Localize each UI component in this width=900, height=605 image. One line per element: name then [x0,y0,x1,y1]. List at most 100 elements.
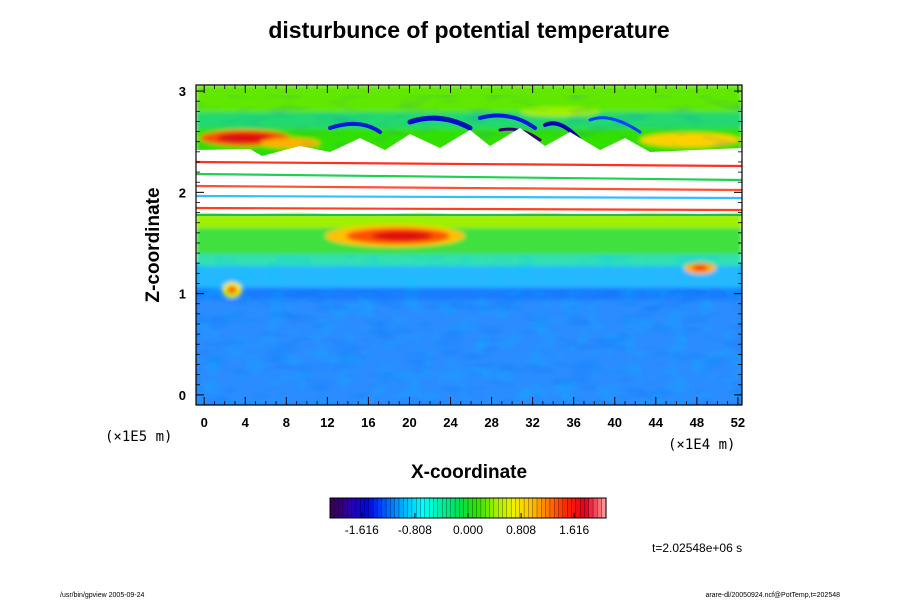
colorbar-cell [351,497,357,519]
colorbar-cell [433,497,439,519]
colorbar-cell [372,497,378,519]
colorbar-cell [377,497,383,519]
colorbar-cell [498,497,504,519]
colorbar-cell [459,497,465,519]
colorbar-cell [579,497,585,519]
x-tick-label: 40 [608,415,622,430]
colorbar-tick-label: -0.808 [398,523,432,537]
colorbar-cell [355,497,361,519]
colorbar-cell [398,497,404,519]
colorbar-cell [588,497,594,519]
colorbar-cell [584,497,590,519]
colorbar-cell [381,497,387,519]
colorbar-cell [489,497,495,519]
x-axis-ticks: 0 4 8 12 16 20 24 28 32 36 40 44 48 52 [201,85,745,430]
x-tick-label: 32 [525,415,539,430]
colorbar-cell [411,497,417,519]
colorbar-cell [416,497,422,519]
colorbar-cell [454,497,460,519]
colorbar-cell [467,497,473,519]
colorbar-cell [558,497,564,519]
x-tick-label: 28 [484,415,498,430]
colorbar-cell [597,497,603,519]
colorbar-cell [592,497,598,519]
y-scale-label: (×1E5 m) [105,429,172,445]
colorbar-cell [394,497,400,519]
x-tick-label: 4 [242,415,250,430]
colorbar-cell [424,497,430,519]
x-tick-label: 12 [320,415,334,430]
colorbar-cell [506,497,512,519]
colorbar-cell [364,497,370,519]
y-axis-ticks: 0 1 2 3 [179,84,742,406]
colorbar-cell [437,497,443,519]
colorbar-cell [446,497,452,519]
colorbar-cell [441,497,447,519]
footer-right: arare-dl/20050924.ncf@PotTemp,t=202548 [705,592,840,599]
colorbar-cell [368,497,374,519]
colorbar-tick-label: 0.000 [453,523,483,537]
x-tick-label: 8 [283,415,290,430]
chart-title: disturbunce of potential temperature [268,17,669,43]
colorbar-cell [450,497,456,519]
time-label: t=2.02548e+06 s [652,541,742,555]
x-tick-label: 16 [361,415,375,430]
y-tick-label: 2 [179,185,186,200]
y-axis-label: Z-coordinate [143,187,164,302]
colorbar-cell [390,497,396,519]
y-tick-label: 3 [179,84,186,99]
colorbar-cell [329,497,335,519]
colorbar-cell [510,497,516,519]
band-middle [196,226,742,254]
colorbar-cell [347,497,353,519]
colorbar-tick-label: -1.616 [345,523,379,537]
colorbar-cell [549,497,555,519]
colorbar-cell [480,497,486,519]
colorbar-cell [523,497,529,519]
colorbar-cell [575,497,581,519]
colorbar-cell [338,497,344,519]
colorbar-cell [515,497,521,519]
colorbar-cell [342,497,348,519]
colorbar-cell [532,497,538,519]
colorbar-cell [429,497,435,519]
x-tick-label: 48 [690,415,704,430]
plot-frame [195,84,743,406]
colorbar-cell [562,497,568,519]
colorbar-cell [407,497,413,519]
x-tick-label: 0 [201,415,208,430]
colorbar-cell [420,497,426,519]
footer-left: /usr/bin/gpview 2005-09-24 [60,592,145,599]
colorbar-cell [541,497,547,519]
colorbar-cell [519,497,525,519]
y-tick-label: 1 [179,287,186,302]
colorbar-cell [545,497,551,519]
x-tick-label: 36 [566,415,580,430]
x-tick-label: 44 [649,415,664,430]
colorbar-cell [385,497,391,519]
colorbar-tick-label: 1.616 [559,523,589,537]
colorbar-cell [334,497,340,519]
colorbar-cell [528,497,534,519]
colorbar-cell [476,497,482,519]
colorbar-cell [502,497,508,519]
colorbar-cell [403,497,409,519]
x-tick-label: 24 [443,415,458,430]
x-tick-label: 52 [731,415,745,430]
x-axis-label: X-coordinate [411,462,527,483]
colorbar-cell [360,497,366,519]
colorbar-cell [493,497,499,519]
heatmap-field [196,85,742,405]
x-scale-label: (×1E4 m) [668,437,735,453]
x-tick-label: 20 [402,415,416,430]
colorbar-tick-label: 0.808 [506,523,536,537]
colorbar-ticks: -1.616 -0.808 0.000 0.808 1.616 [345,513,590,537]
colorbar [329,497,607,519]
y-tick-label: 0 [179,388,186,403]
colorbar-cell [472,497,478,519]
colorbar-cell [536,497,542,519]
colorbar-cell [554,497,560,519]
colorbar-cell [567,497,573,519]
colorbar-cell [485,497,491,519]
